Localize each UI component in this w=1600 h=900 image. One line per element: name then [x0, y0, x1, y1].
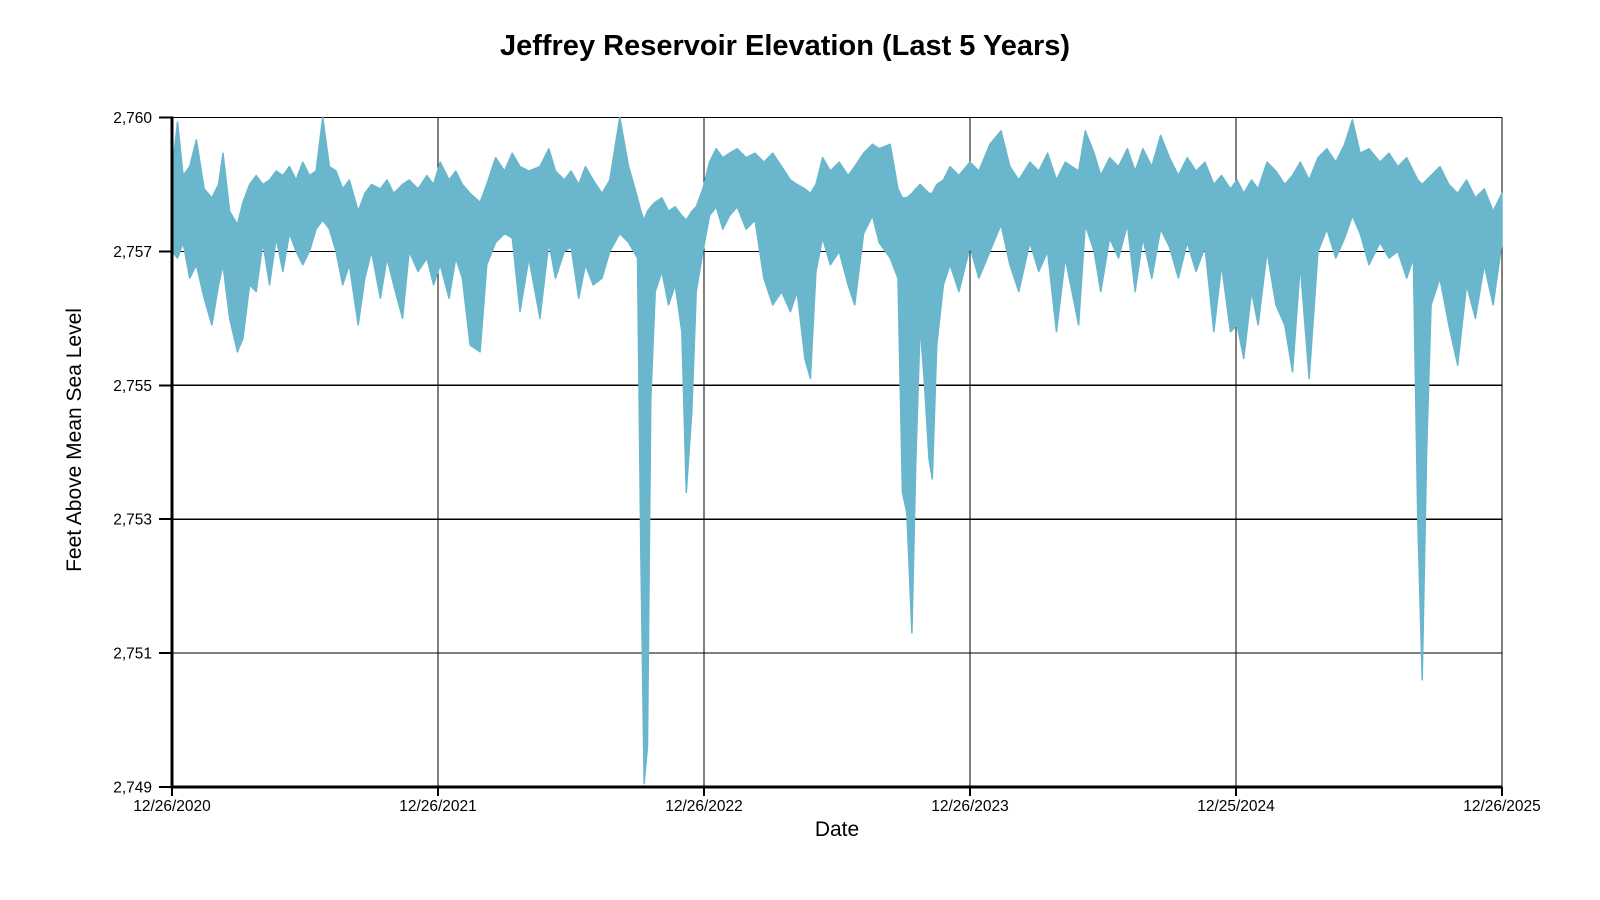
x-tick-label: 12/26/2023: [931, 798, 1009, 815]
y-tick-label: 2,760: [113, 110, 152, 127]
y-tick-label: 2,755: [113, 378, 152, 395]
x-tick-label: 12/26/2020: [133, 798, 211, 815]
elevation-series-band: [171, 116, 1503, 785]
x-tick-label: 12/26/2021: [399, 798, 477, 815]
tick-marks: [159, 116, 1503, 796]
y-tick-label: 2,757: [113, 244, 152, 261]
y-tick-labels: 2,760 2,757 2,755 2,753 2,751 2,749: [113, 110, 152, 797]
x-tick-labels: 12/26/2020 12/26/2021 12/26/2022 12/26/2023…: [133, 798, 1541, 815]
y-tick-label: 2,753: [113, 512, 152, 529]
x-axis-title: Date: [814, 818, 860, 841]
chart-title: Jeffrey Reservoir Elevation (Last 5 Year…: [499, 30, 1071, 62]
axis-lines: [170, 116, 1502, 789]
x-tick-label: 12/26/2022: [665, 798, 743, 815]
x-tick-label: 12/25/2024: [1197, 798, 1275, 815]
y-axis-title: Feet Above Mean Sea Level: [63, 308, 86, 572]
y-tick-label: 2,749: [113, 780, 152, 797]
x-tick-label: 12/26/2025: [1463, 798, 1541, 815]
y-tick-label: 2,751: [113, 646, 152, 663]
